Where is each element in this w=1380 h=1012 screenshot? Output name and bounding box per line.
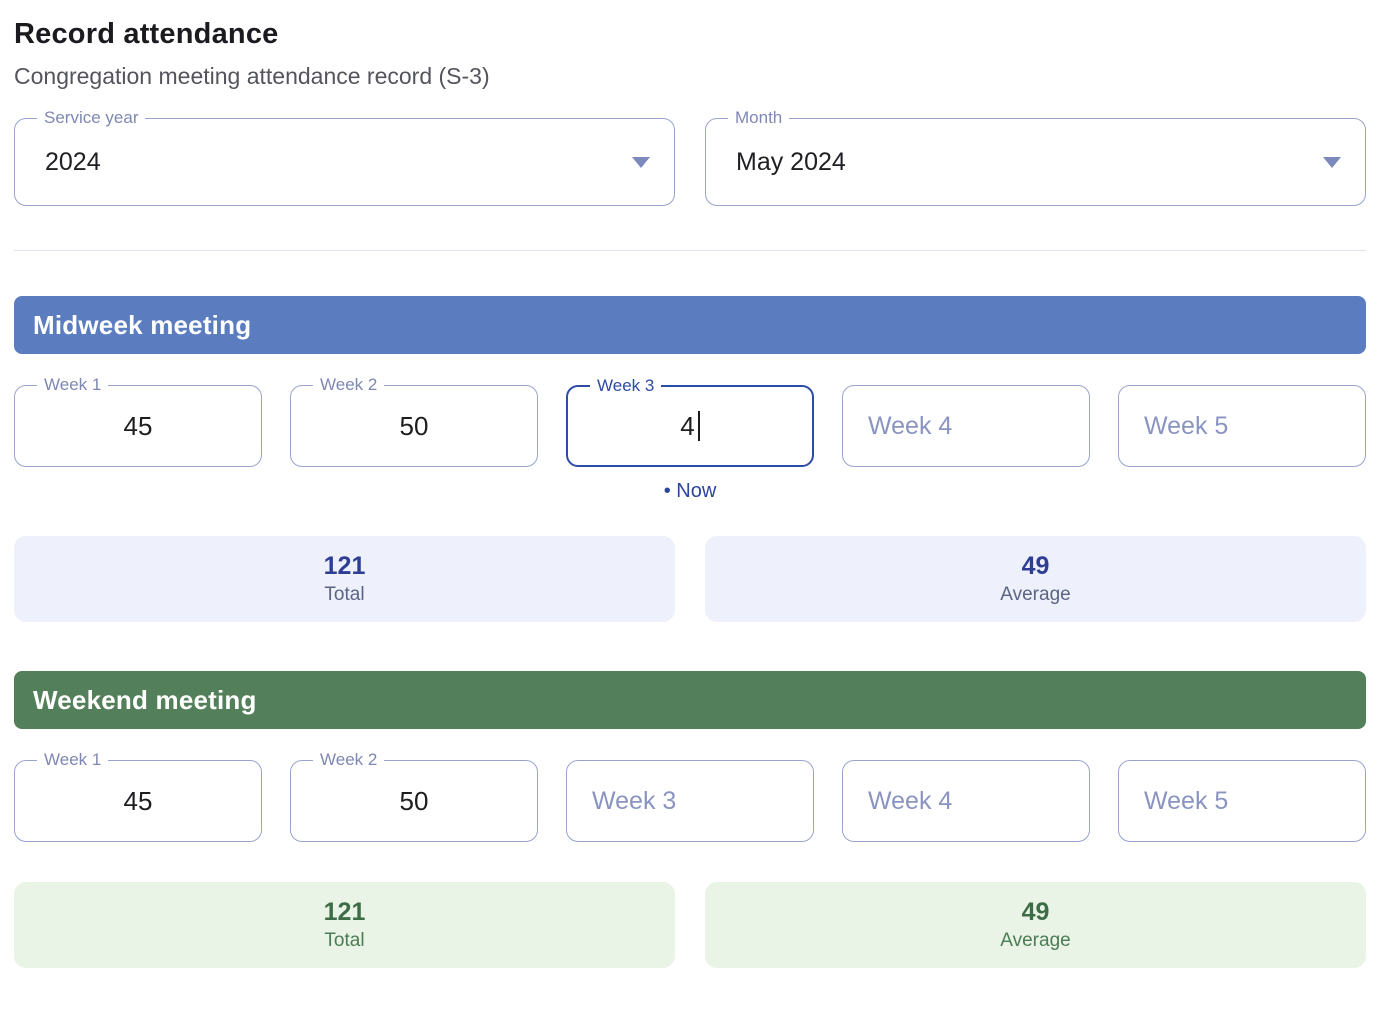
service-year-value: 2024 bbox=[45, 147, 101, 176]
midweek-section: Midweek meeting Week 1 45 Week 2 50 Week… bbox=[14, 296, 1366, 622]
now-row: • Now bbox=[14, 480, 1366, 503]
midweek-week3-value: 4 bbox=[680, 410, 695, 441]
weekend-week3-placeholder: Week 3 bbox=[592, 786, 677, 815]
weekend-week2-input[interactable]: Week 2 50 bbox=[290, 750, 538, 842]
now-indicator: • Now bbox=[663, 480, 717, 502]
weekend-average-box: 49 Average bbox=[705, 882, 1366, 968]
weekend-week5-input[interactable]: Week 5 bbox=[1118, 760, 1366, 842]
midweek-week2-label: Week 2 bbox=[313, 375, 385, 395]
midweek-week1-label: Week 1 bbox=[37, 375, 109, 395]
midweek-average-label: Average bbox=[1000, 584, 1071, 605]
midweek-week4-input[interactable]: Week 4 bbox=[842, 385, 1090, 467]
weekend-week4-input[interactable]: Week 4 bbox=[842, 760, 1090, 842]
midweek-total-value: 121 bbox=[323, 552, 366, 580]
weekend-weeks-row: Week 1 45 Week 2 50 Week 3 Week 4 Week 5 bbox=[14, 750, 1366, 842]
midweek-week5-input[interactable]: Week 5 bbox=[1118, 385, 1366, 467]
weekend-header: Weekend meeting bbox=[14, 671, 1366, 729]
midweek-week3-label: Week 3 bbox=[590, 376, 662, 396]
weekend-section: Weekend meeting Week 1 45 Week 2 50 Week… bbox=[14, 671, 1366, 968]
weekend-week5-placeholder: Week 5 bbox=[1144, 786, 1229, 815]
midweek-totals-row: 121 Total 49 Average bbox=[14, 536, 1366, 622]
weekend-week2-label: Week 2 bbox=[313, 750, 385, 770]
month-select[interactable]: Month May 2024 bbox=[705, 108, 1366, 206]
month-value: May 2024 bbox=[736, 147, 846, 176]
midweek-total-box: 121 Total bbox=[14, 536, 675, 622]
weekend-average-value: 49 bbox=[1021, 898, 1050, 926]
weekend-average-label: Average bbox=[1000, 930, 1071, 951]
midweek-header-title: Midweek meeting bbox=[33, 309, 252, 340]
chevron-down-icon bbox=[632, 156, 650, 168]
midweek-week1-value: 45 bbox=[123, 410, 153, 441]
midweek-weeks-row: Week 1 45 Week 2 50 Week 3 4 Week 4 Week… bbox=[14, 375, 1366, 467]
midweek-week2-value: 50 bbox=[399, 410, 429, 441]
weekend-total-label: Total bbox=[324, 930, 365, 951]
page-title: Record attendance bbox=[14, 18, 279, 50]
weekend-week4-placeholder: Week 4 bbox=[868, 786, 953, 815]
weekend-week3-input[interactable]: Week 3 bbox=[566, 760, 814, 842]
weekend-totals-row: 121 Total 49 Average bbox=[14, 882, 1366, 968]
chevron-down-icon bbox=[1323, 156, 1341, 168]
weekend-header-title: Weekend meeting bbox=[33, 684, 257, 715]
weekend-total-value: 121 bbox=[323, 898, 366, 926]
midweek-week4-placeholder: Week 4 bbox=[868, 411, 953, 440]
weekend-week1-label: Week 1 bbox=[37, 750, 109, 770]
record-attendance-page: Record attendance Congregation meeting a… bbox=[14, 18, 1366, 968]
service-year-label: Service year bbox=[37, 108, 146, 128]
weekend-week2-value: 50 bbox=[399, 785, 429, 816]
filters-row: Service year 2024 Month May 2024 bbox=[14, 108, 1366, 206]
page-subtitle: Congregation meeting attendance record (… bbox=[14, 63, 490, 89]
weekend-week1-value: 45 bbox=[123, 785, 153, 816]
midweek-header: Midweek meeting bbox=[14, 296, 1366, 354]
weekend-week1-input[interactable]: Week 1 45 bbox=[14, 750, 262, 842]
midweek-week1-input[interactable]: Week 1 45 bbox=[14, 375, 262, 467]
divider bbox=[14, 250, 1366, 251]
month-label: Month bbox=[728, 108, 790, 128]
midweek-week5-placeholder: Week 5 bbox=[1144, 411, 1229, 440]
midweek-week2-input[interactable]: Week 2 50 bbox=[290, 375, 538, 467]
midweek-week3-input[interactable]: Week 3 4 bbox=[566, 376, 814, 467]
text-cursor bbox=[697, 411, 700, 441]
service-year-select[interactable]: Service year 2024 bbox=[14, 108, 675, 206]
midweek-total-label: Total bbox=[324, 584, 365, 605]
midweek-average-box: 49 Average bbox=[705, 536, 1366, 622]
midweek-average-value: 49 bbox=[1021, 552, 1050, 580]
weekend-total-box: 121 Total bbox=[14, 882, 675, 968]
